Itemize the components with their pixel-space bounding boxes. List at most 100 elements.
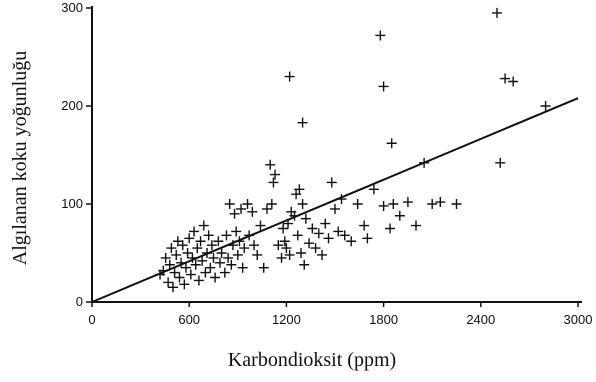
data-point: [419, 157, 430, 168]
y-tick-label: 0: [76, 294, 83, 309]
data-point: [176, 257, 187, 268]
data-point: [179, 279, 190, 290]
data-point: [300, 213, 311, 224]
data-point: [279, 236, 290, 247]
data-point: [378, 81, 389, 92]
data-point: [495, 157, 506, 168]
data-point: [219, 267, 230, 278]
data-point: [284, 249, 295, 260]
data-point: [411, 220, 421, 231]
data-point: [216, 248, 227, 258]
x-tick-label: 0: [88, 312, 95, 327]
data-point: [249, 240, 259, 251]
data-point: [229, 208, 240, 219]
data-point: [500, 73, 511, 84]
data-point: [203, 230, 214, 241]
data-point: [307, 223, 318, 234]
data-point: [283, 218, 294, 229]
data-point: [237, 262, 248, 273]
data-point: [273, 240, 284, 251]
data-point: [247, 206, 258, 217]
data-point: [158, 265, 169, 276]
data-point: [200, 267, 211, 278]
y-tick-label: 300: [61, 0, 83, 15]
data-point: [386, 138, 397, 149]
data-point: [160, 252, 171, 263]
data-point: [227, 240, 238, 251]
data-point: [278, 223, 289, 234]
data-point: [299, 259, 310, 270]
x-tick-label: 3000: [564, 312, 593, 327]
data-point: [317, 249, 328, 260]
data-point: [226, 259, 237, 270]
axes: 0 600 1200 1800 2400 3000 0 100 200 300: [61, 0, 592, 327]
data-point: [192, 243, 203, 254]
data-points: [155, 7, 551, 293]
data-point: [232, 249, 243, 260]
data-point: [295, 248, 306, 258]
data-point: [540, 101, 551, 111]
data-point: [239, 243, 250, 254]
x-tick-label: 1200: [272, 312, 301, 327]
y-tick-label: 200: [61, 98, 83, 113]
data-point: [339, 230, 350, 241]
data-point: [451, 199, 462, 209]
data-point: [252, 249, 263, 260]
data-point: [281, 243, 292, 254]
data-point: [368, 184, 379, 195]
data-point: [333, 226, 344, 237]
data-point: [223, 252, 234, 263]
data-point: [359, 220, 370, 231]
data-point: [261, 203, 272, 214]
data-point: [208, 252, 219, 263]
data-point: [224, 199, 235, 209]
data-point: [313, 228, 324, 239]
data-point: [231, 226, 242, 237]
data-point: [187, 252, 198, 263]
data-point: [244, 230, 255, 241]
trend-line-group: [91, 97, 579, 303]
data-point: [346, 236, 357, 247]
data-point: [508, 76, 519, 87]
x-tick-label: 1800: [369, 312, 398, 327]
data-point: [255, 220, 266, 231]
data-point: [189, 226, 200, 237]
data-point: [163, 277, 174, 288]
data-point: [320, 218, 331, 229]
data-point: [210, 272, 221, 283]
trend-line: [91, 97, 579, 303]
data-point: [268, 177, 279, 188]
data-point: [190, 259, 201, 270]
data-point: [385, 223, 396, 234]
data-point: [234, 236, 245, 247]
data-point: [375, 30, 386, 41]
data-point: [177, 240, 188, 251]
data-point: [266, 199, 277, 209]
data-point: [362, 233, 373, 244]
data-point: [294, 184, 305, 195]
data-point: [292, 230, 303, 241]
data-point: [492, 7, 502, 18]
x-tick-label: 600: [178, 312, 200, 327]
data-point: [171, 249, 182, 260]
data-point: [198, 220, 209, 231]
y-tick-label: 100: [61, 196, 83, 211]
data-point: [258, 262, 269, 273]
data-point: [304, 238, 315, 249]
data-point: [326, 177, 337, 188]
data-point: [388, 199, 399, 209]
data-point: [205, 262, 216, 273]
data-point: [174, 272, 185, 283]
data-point: [352, 199, 363, 209]
data-point: [242, 199, 253, 209]
data-point: [336, 194, 347, 205]
data-point: [323, 233, 334, 244]
data-point: [221, 230, 232, 241]
data-point: [265, 159, 276, 170]
data-point: [213, 236, 224, 247]
data-point: [289, 210, 300, 221]
data-point: [182, 248, 193, 258]
data-point: [270, 169, 281, 180]
data-point: [402, 197, 413, 208]
